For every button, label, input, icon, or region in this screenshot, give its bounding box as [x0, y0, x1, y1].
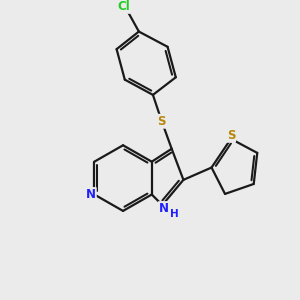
Text: H: H	[170, 209, 179, 219]
Text: S: S	[226, 129, 235, 142]
Text: Cl: Cl	[117, 0, 130, 13]
Text: N: N	[86, 188, 96, 201]
Text: S: S	[158, 115, 166, 128]
Text: N: N	[159, 202, 169, 215]
